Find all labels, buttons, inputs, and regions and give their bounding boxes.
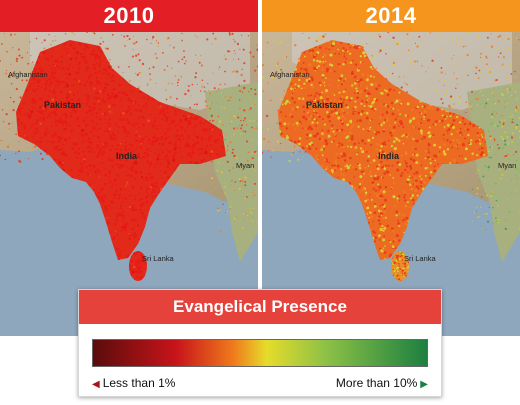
legend-box: Evangelical Presence ◀ Less than 1% More … [78,289,442,397]
map-panel-2014: 2014 Afghanistan Pakistan India Myan Sri… [262,0,520,336]
label-sri-lanka: Sri Lanka [404,254,437,263]
year-label-2010: 2010 [0,0,258,32]
label-myanmar: Myan [236,161,254,170]
label-pakistan: Pakistan [306,100,343,110]
label-india: India [378,151,400,161]
label-sri-lanka: Sri Lanka [142,254,175,263]
map-panel-2010: 2010 Afghanistan Pakistan India Myan Sri… [0,0,258,336]
label-myanmar: Myan [498,161,516,170]
legend-low-label: Less than 1% [102,376,176,390]
year-label-2014: 2014 [262,0,520,32]
label-pakistan: Pakistan [44,100,81,110]
arrow-left-icon: ◀ [92,379,100,390]
label-afghanistan: Afghanistan [270,70,310,79]
legend-color-scale [92,339,428,367]
legend-title: Evangelical Presence [79,290,441,324]
legend-high-label: More than 10% [335,376,418,390]
label-india: India [116,151,138,161]
legend-high: More than 10% ▶ [336,376,428,390]
south-asia-map-2010: Afghanistan Pakistan India Myan Sri Lank… [0,32,258,336]
south-asia-map-2014: Afghanistan Pakistan India Myan Sri Lank… [262,32,520,336]
arrow-right-icon: ▶ [420,379,428,390]
legend-low: ◀ Less than 1% [92,376,175,390]
label-afghanistan: Afghanistan [8,70,48,79]
